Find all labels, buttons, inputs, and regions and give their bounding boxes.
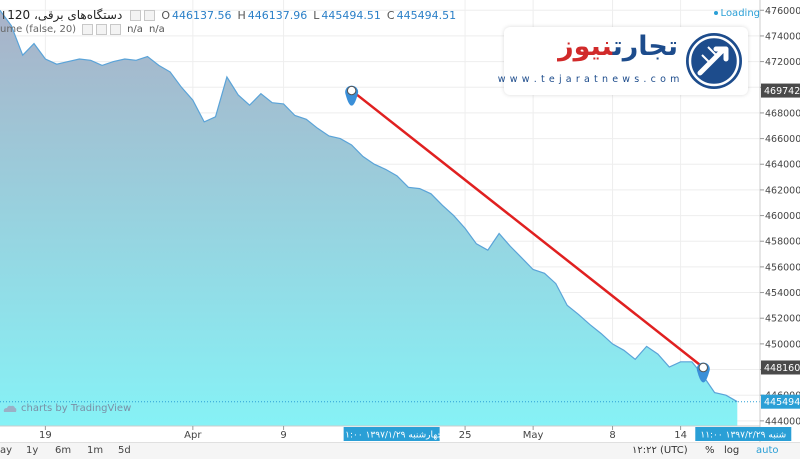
y-price-label-bg <box>761 394 800 409</box>
volume-value-1: n/a <box>127 24 143 35</box>
volume-value-2: n/a <box>148 24 165 35</box>
ohlc-close-label: C <box>386 8 395 22</box>
x-tick-label: 8 <box>609 430 615 441</box>
y-tick-label: 444000 <box>765 416 800 427</box>
tejarat-news-logo: تجارتنیوز w w w . t e j a r a t n e w s … <box>498 27 748 95</box>
series-line <box>0 9 738 403</box>
x-date-label-bg <box>695 427 792 441</box>
trendline-end-marker-icon[interactable] <box>696 362 710 383</box>
loading-indicator: Loading <box>713 8 760 19</box>
ohlc-open-label: O <box>161 8 170 22</box>
y-price-label-bg <box>761 83 800 98</box>
ohlc-low-label: L <box>313 8 320 22</box>
ohlc-close-value: 445494.51 <box>396 8 457 22</box>
x-tick-label: 19 <box>39 430 52 441</box>
symbol-name[interactable]: دستگاه‌های برقی، 120 <box>7 8 123 22</box>
range-button-1m[interactable]: 1m <box>87 445 104 456</box>
y-tick-label: 476000 <box>765 6 800 17</box>
range-button-1y[interactable]: 1y <box>26 445 39 456</box>
clock-time: ۱۲:۲۲ (UTC) <box>632 445 688 456</box>
bottom-toolbar: ay 1y 6m 1m 5d ۱۲:۲۲ (UTC) % log auto <box>0 442 800 459</box>
trendline-start-marker-icon[interactable] <box>345 85 359 106</box>
volume-indicator-legend[interactable]: ume (false, 20) n/a n/a <box>0 24 165 35</box>
x-tick-label: 14 <box>674 430 687 441</box>
ohlc-open-value: 446137.56 <box>172 8 232 22</box>
x-date-label: چهارشنبه ۱۳۹۷/۱/۲۹ ۱۱:۰۰ <box>340 431 443 441</box>
loading-text: Loading <box>720 8 760 19</box>
y-tick-label: 456000 <box>765 262 800 273</box>
chart-header: I دستگاه‌های برقی، 120 O 446137.56 H 446… <box>0 6 760 24</box>
logo-brand-text: تجارتنیوز <box>558 31 678 62</box>
y-tick-label: 450000 <box>765 339 800 350</box>
trendline[interactable] <box>345 85 710 383</box>
y-tick-label: 462000 <box>765 185 800 196</box>
marker-handle <box>698 362 708 373</box>
percent-toggle[interactable]: % <box>705 445 715 456</box>
y-tick-label: 452000 <box>765 314 800 325</box>
marker-handle <box>346 85 357 96</box>
volume-visibility-button[interactable] <box>82 24 94 35</box>
x-date-label: شنبه ۱۳۹۷/۲/۲۹ ۱۱:۰۰ <box>700 431 786 441</box>
loading-dot-icon <box>713 11 718 15</box>
volume-settings-button[interactable] <box>96 24 108 35</box>
trendline-segment <box>350 89 705 369</box>
tradingview-watermark[interactable]: charts by TradingView <box>2 403 131 414</box>
y-tick-label: 466000 <box>765 134 800 145</box>
x-tick-label: May <box>523 430 544 441</box>
x-date-label-bg <box>343 427 440 441</box>
volume-label: ume (false, 20) <box>0 24 77 35</box>
log-toggle[interactable]: log <box>724 445 740 456</box>
logo-brand-part1: تجارت <box>612 31 678 62</box>
symbol-close-button[interactable] <box>144 9 156 21</box>
area-fill <box>0 10 738 427</box>
area-series <box>0 9 760 427</box>
y-price-label-bg <box>761 360 800 375</box>
y-tick-label: 474000 <box>765 31 800 42</box>
y-tick-label: 472000 <box>765 57 800 68</box>
x-tick-label: Apr <box>184 430 202 441</box>
y-axis[interactable]: 4440004460004480004500004520004540004560… <box>759 0 800 442</box>
y-tick-label: 468000 <box>765 108 800 119</box>
logo-mark-icon <box>686 33 742 89</box>
chart-settings-button[interactable] <box>130 9 142 21</box>
watermark-text: charts by TradingView <box>21 403 132 414</box>
tradingview-cloud-icon <box>3 405 17 412</box>
logo-brand-part2: نیوز <box>558 31 613 62</box>
ohlc-high-value: 446137.96 <box>247 8 308 22</box>
y-price-label: 469742 <box>764 86 800 97</box>
y-tick-label: 454000 <box>765 288 800 299</box>
range-button-6m[interactable]: 6m <box>55 445 72 456</box>
x-axis[interactable]: 19 Apr 9 25 May 8 14 چهارشنبه ۱۳۹۷/۱/۲۹ ۱۱:۰۰ شن… <box>0 425 792 441</box>
auto-toggle[interactable]: auto <box>756 445 779 456</box>
y-tick-label: 464000 <box>765 160 800 171</box>
symbol-prefix: I <box>2 8 6 22</box>
ohlc-low-value: 445494.51 <box>321 8 381 22</box>
ohlc-high-label: H <box>237 8 246 22</box>
range-button-ay[interactable]: ay <box>0 445 13 456</box>
y-price-label: 448160 <box>764 363 800 374</box>
y-price-label: 445494 <box>764 397 800 408</box>
x-tick-label: 25 <box>459 430 472 441</box>
range-button-5d[interactable]: 5d <box>118 445 131 456</box>
volume-close-button[interactable] <box>110 24 122 35</box>
y-tick-label: 458000 <box>765 237 800 248</box>
y-tick-label: 460000 <box>765 211 800 222</box>
x-tick-label: 9 <box>280 430 286 441</box>
logo-url: w w w . t e j a r a t n e w s . c o m <box>497 74 680 85</box>
